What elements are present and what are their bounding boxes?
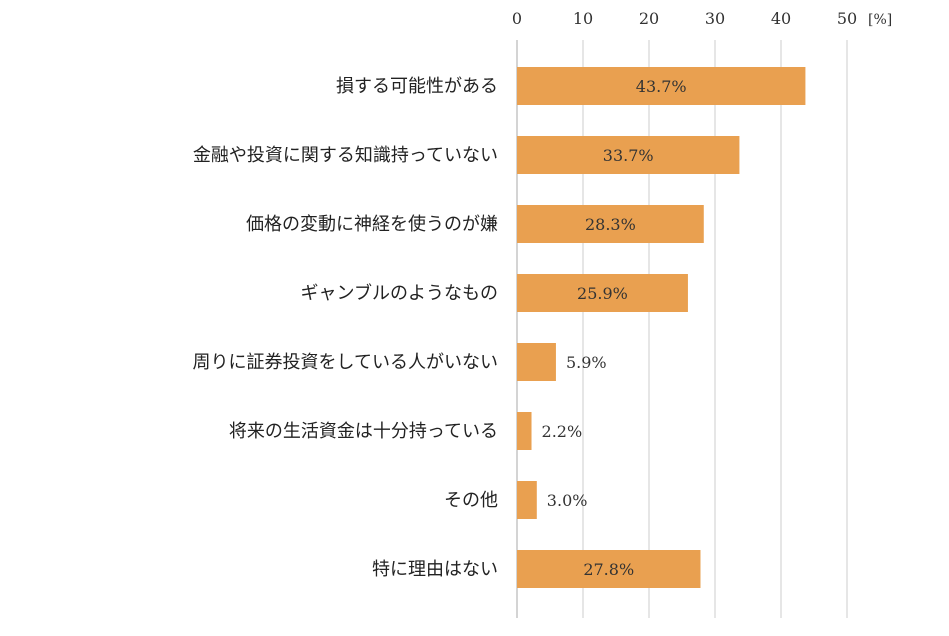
x-tick-label: 30 [705, 9, 725, 28]
data-label: 2.2% [542, 422, 583, 441]
x-tick-label: 10 [573, 9, 593, 28]
bar [517, 67, 806, 105]
data-label: 5.9% [566, 353, 607, 372]
bar [517, 550, 701, 588]
bar [517, 136, 740, 174]
bar [517, 481, 537, 519]
x-tick-label: 50 [837, 9, 857, 28]
bar [517, 274, 688, 312]
category-label: 特に理由はない [372, 559, 498, 580]
data-label: 43.7% [636, 77, 687, 96]
category-label: 将来の生活資金は十分持っている [229, 421, 498, 442]
bar [517, 343, 556, 381]
x-tick-label: 40 [771, 9, 791, 28]
category-label: 周りに証券投資をしている人がいない [193, 352, 498, 373]
bar [517, 412, 532, 450]
category-label: その他 [444, 490, 498, 511]
x-axis-unit-label: [%] [868, 12, 892, 28]
x-axis-ticks: 0 10 20 30 40 50 [512, 9, 857, 28]
x-tick-label: 0 [512, 9, 522, 28]
data-labels: 43.7% 33.7% 28.3% 25.9% 5.9% 2.2% 3.0% 27.8% [542, 77, 687, 579]
category-label: 金融や投資に関する知識持っていない [193, 145, 498, 166]
category-labels: 損する可能性がある金融や投資に関する知識持っていない価格の変動に神経を使うのが嫌… [193, 76, 498, 580]
data-label: 25.9% [577, 284, 628, 303]
x-tick-label: 20 [639, 9, 659, 28]
bars [517, 67, 806, 588]
category-label: 価格の変動に神経を使うのが嫌 [246, 214, 498, 235]
data-label: 27.8% [583, 560, 634, 579]
category-label: 損する可能性がある [336, 76, 498, 97]
data-label: 33.7% [603, 146, 654, 165]
bar [517, 205, 704, 243]
category-label: ギャンブルのようなもの [301, 282, 498, 304]
grid-lines [516, 40, 848, 618]
data-label: 3.0% [547, 491, 588, 510]
data-label: 28.3% [585, 215, 636, 234]
